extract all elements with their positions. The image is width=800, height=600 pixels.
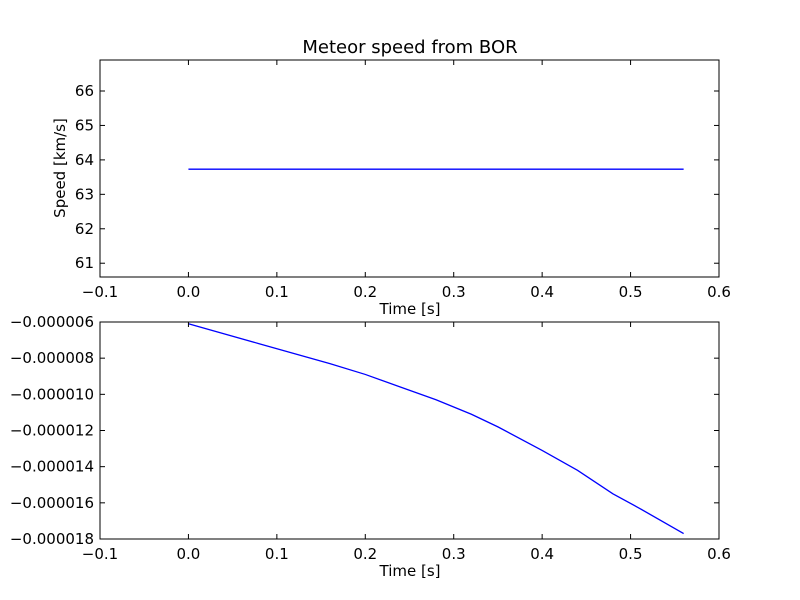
y-tick-label: −0.000018 bbox=[10, 530, 94, 548]
series-line-1-0 bbox=[188, 323, 684, 535]
x-tick-label: 0.3 bbox=[442, 283, 466, 301]
x-axis-label-bottom: Time [s] bbox=[379, 562, 441, 580]
x-tick-label: 0.1 bbox=[265, 545, 289, 563]
x-tick-label: 0.4 bbox=[530, 545, 554, 563]
x-tick-label: 0.6 bbox=[707, 545, 731, 563]
y-tick-label: −0.000014 bbox=[10, 458, 94, 476]
y-tick-label: 61 bbox=[75, 254, 94, 272]
x-tick-label: 0.0 bbox=[176, 283, 200, 301]
y-tick-label: −0.000012 bbox=[10, 422, 94, 440]
y-tick-label: 63 bbox=[75, 185, 94, 203]
y-tick-label: 62 bbox=[75, 220, 94, 238]
y-tick-label: −0.000016 bbox=[10, 494, 94, 512]
x-tick-label: 0.5 bbox=[619, 283, 643, 301]
y-tick-label: −0.000010 bbox=[10, 385, 94, 403]
x-tick-label: 0.4 bbox=[530, 283, 554, 301]
speed-plot-area: −0.1 0.0 0.1 0.2 0.3 0.4 0.5 0.6 61 62 63 64 65 66 bbox=[75, 59, 731, 301]
y-tick-label: 66 bbox=[75, 82, 94, 100]
x-axis-label: Time [s] bbox=[379, 300, 441, 318]
x-tick-label: 0.2 bbox=[353, 283, 377, 301]
x-tick-label: 0.1 bbox=[265, 283, 289, 301]
chart-title: Meteor speed from BOR bbox=[302, 37, 517, 58]
y-tick-label: 64 bbox=[75, 151, 94, 169]
y-axis-label: Speed [km/s] bbox=[51, 118, 69, 218]
x-tick-label: −0.1 bbox=[82, 283, 118, 301]
y-tick-label: −0.000006 bbox=[10, 313, 94, 331]
x-tick-label: 0.6 bbox=[707, 283, 731, 301]
deceleration-subplot: Time [s] −0.1 0.0 0.1 0.2 0.3 0.4 0.5 0.6 −0.000… bbox=[10, 313, 731, 580]
y-tick-label: −0.000008 bbox=[10, 349, 94, 367]
x-tick-label: 0.0 bbox=[176, 545, 200, 563]
speed-subplot: Meteor speed from BOR Time [s] Speed [km… bbox=[51, 37, 731, 318]
x-tick-label: −0.1 bbox=[82, 545, 118, 563]
axes-frame bbox=[99, 59, 720, 278]
x-tick-label: 0.2 bbox=[353, 545, 377, 563]
x-tick-label: 0.3 bbox=[442, 545, 466, 563]
y-tick-label: 65 bbox=[75, 116, 94, 134]
x-tick-label: 0.5 bbox=[619, 545, 643, 563]
deceleration-plot-area: −0.1 0.0 0.1 0.2 0.3 0.4 0.5 0.6 −0.000006 −0.000… bbox=[10, 313, 731, 563]
